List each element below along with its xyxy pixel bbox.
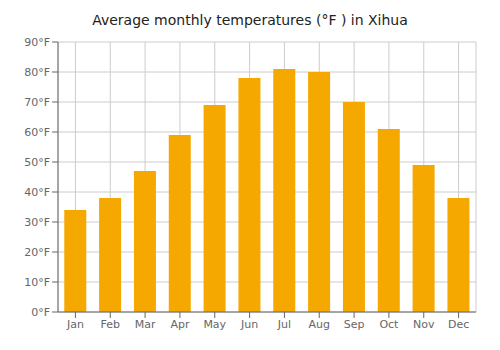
svg-text:Oct: Oct: [379, 318, 399, 331]
svg-text:50°F: 50°F: [24, 156, 50, 169]
svg-text:Dec: Dec: [448, 318, 469, 331]
svg-text:60°F: 60°F: [24, 126, 50, 139]
svg-text:40°F: 40°F: [24, 186, 50, 199]
svg-text:Feb: Feb: [101, 318, 120, 331]
svg-text:Mar: Mar: [135, 318, 156, 331]
svg-text:Jul: Jul: [277, 318, 291, 331]
svg-text:May: May: [203, 318, 226, 331]
svg-text:70°F: 70°F: [24, 96, 50, 109]
svg-text:Aug: Aug: [309, 318, 330, 331]
svg-text:Apr: Apr: [170, 318, 190, 331]
svg-text:80°F: 80°F: [24, 66, 50, 79]
svg-text:Nov: Nov: [413, 318, 435, 331]
svg-text:Jun: Jun: [240, 318, 258, 331]
svg-text:Jan: Jan: [66, 318, 84, 331]
svg-text:Sep: Sep: [344, 318, 365, 331]
svg-text:10°F: 10°F: [24, 276, 50, 289]
svg-text:90°F: 90°F: [24, 36, 50, 49]
svg-text:0°F: 0°F: [31, 306, 50, 319]
html-text:Average monthly temperatures (: Average monthly temperatures (°F ) in Xi…: [92, 12, 408, 28]
svg-text:30°F: 30°F: [24, 216, 50, 229]
svg-text:20°F: 20°F: [24, 246, 50, 259]
